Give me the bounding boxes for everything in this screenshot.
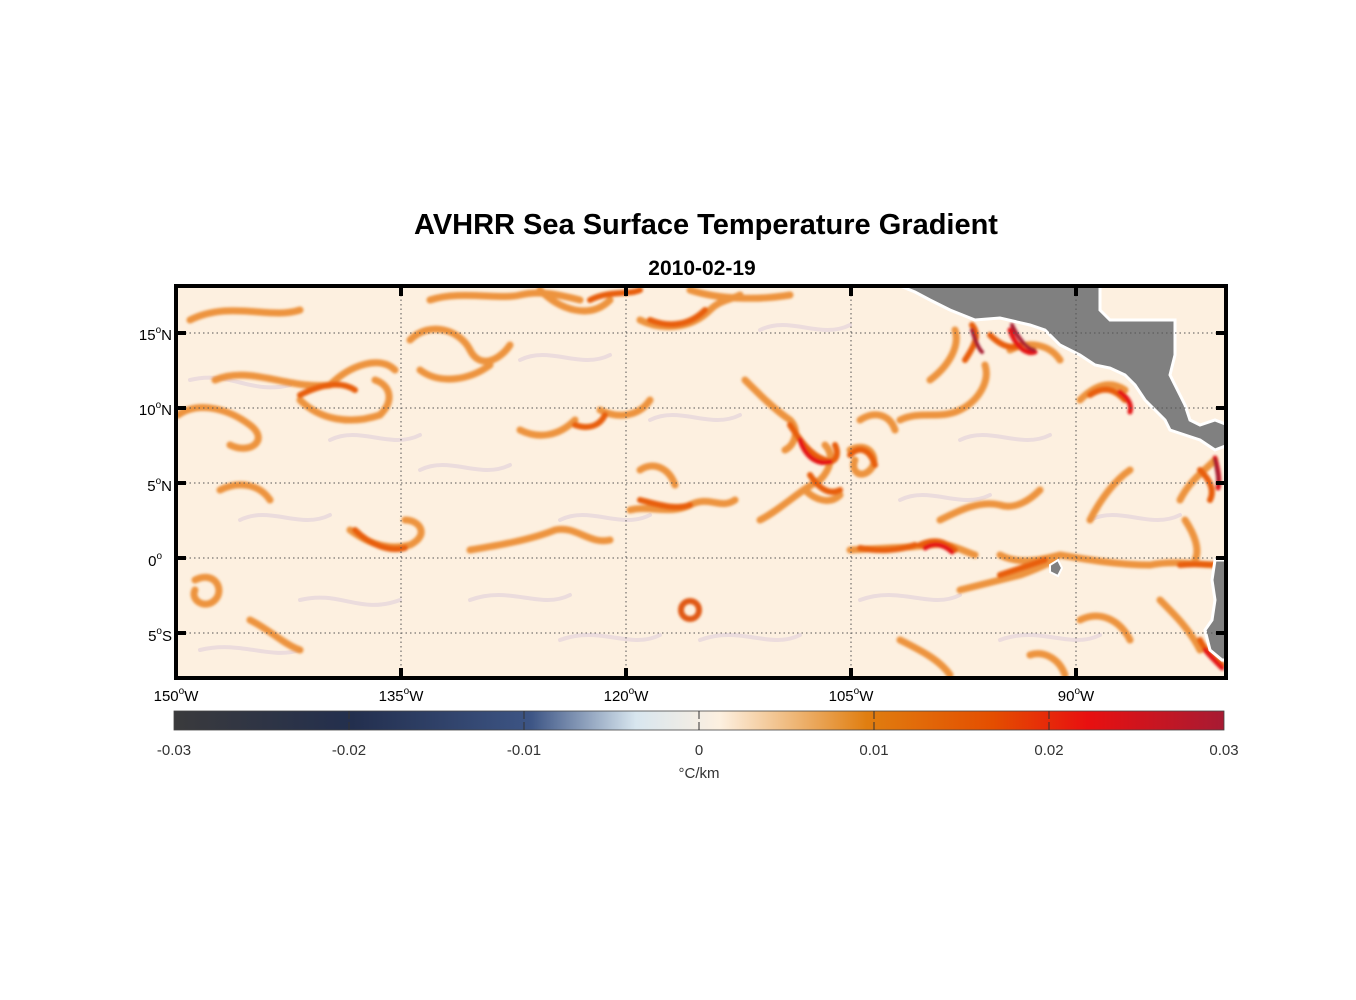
figure-date: 2010-02-19 [648,257,755,280]
figure-title: AVHRR Sea Surface Temperature Gradient [414,209,998,241]
colorbar-tick-label: 0.02 [1034,742,1063,759]
lat-tick-labels: 15oN 10oN 5oN 0o 5oS [139,325,172,645]
lat-tick-label: 5oS [148,626,172,645]
map-panel [176,286,1226,678]
colorbar-units-label: °C/km [679,765,720,782]
frame-ticks [176,286,1226,678]
lon-tick-labels: 150oW 135oW 120oW 105oW 90oW [154,686,1095,705]
lon-tick-label: 135oW [379,686,425,705]
colorbar-tick-label: -0.02 [332,742,366,759]
lat-tick-label: 5oN [147,476,172,495]
lon-tick-label: 90oW [1058,686,1095,705]
colorbar-tick-label: 0.01 [859,742,888,759]
colorbar: -0.03 -0.02 -0.01 0 0.01 0.02 0.03 °C/km [157,710,1239,782]
lat-tick-label: 15oN [139,325,172,344]
lat-tick-label: 0o [148,551,162,570]
colorbar-tick-label: -0.01 [507,742,541,759]
colorbar-gradient [174,711,1224,730]
lon-tick-label: 150oW [154,686,200,705]
colorbar-tick-label: 0 [695,742,703,759]
eddy-ring [678,598,702,622]
lon-tick-label: 120oW [604,686,650,705]
colorbar-tick-label: -0.03 [157,742,191,759]
lat-tick-label: 10oN [139,400,172,419]
colorbar-ticks [348,711,1050,730]
colorbar-tick-label: 0.03 [1209,742,1238,759]
faint-texture [188,323,1182,655]
lon-tick-label: 105oW [829,686,875,705]
gradient-fronts [176,286,1225,678]
